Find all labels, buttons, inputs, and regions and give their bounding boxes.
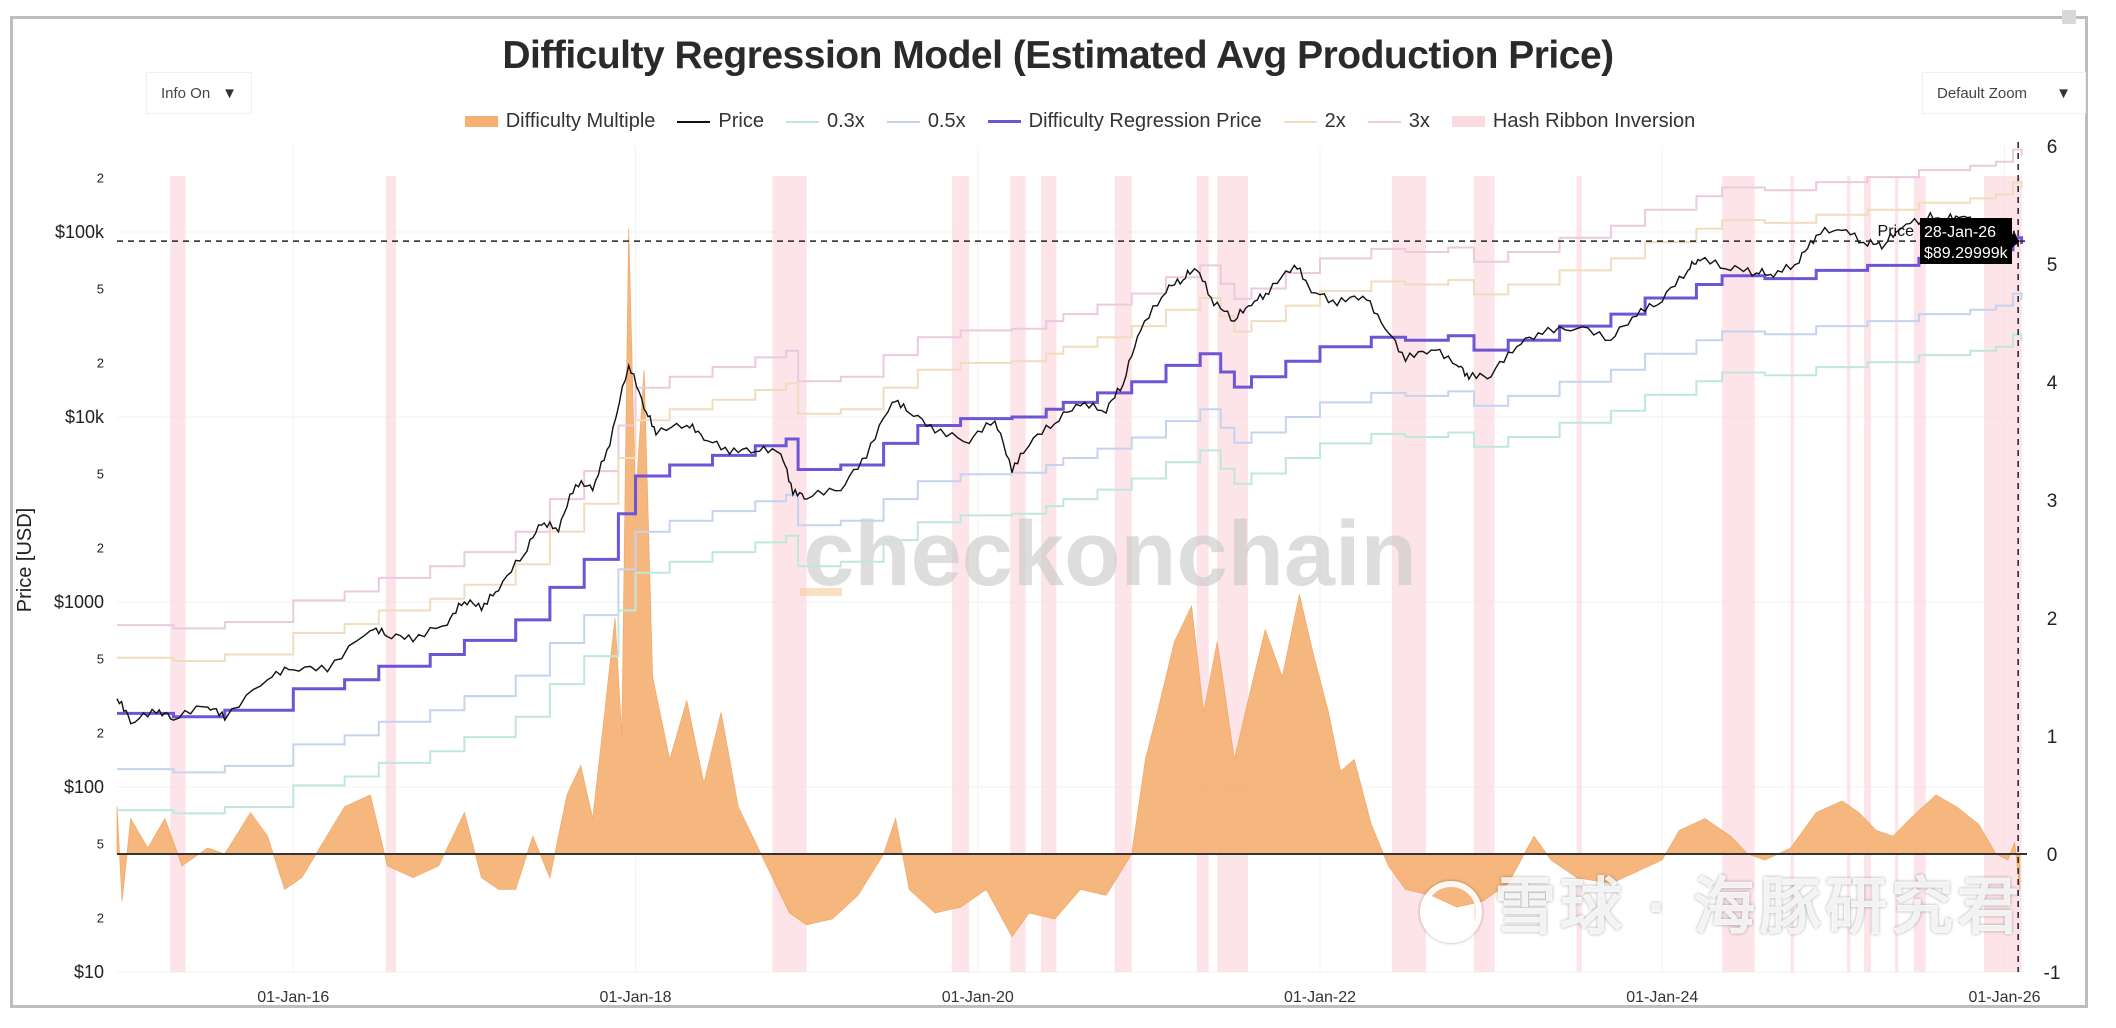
tooltip-date: 28-Jan-26: [1924, 224, 1996, 241]
snowball-logo-icon: [1420, 880, 1482, 943]
chevron-down-icon: ▼: [2056, 84, 2071, 102]
zoom-dropdown-label: Default Zoom: [1937, 84, 2028, 102]
chevron-down-icon: ▼: [222, 84, 237, 102]
y-tick-label: 5: [97, 467, 104, 482]
y-tick-label: 2: [97, 910, 104, 925]
overlay-watermark: 雪球 · 海豚研究君: [1420, 872, 2023, 944]
legend-swatch: [464, 116, 498, 127]
y-tick-label: $10k: [65, 407, 105, 427]
legend-label: Difficulty Regression Price: [1028, 110, 1262, 132]
hash-ribbon-band: [1983, 176, 2022, 972]
legend-label: 0.3x: [827, 110, 865, 132]
corner-button[interactable]: [2062, 10, 2076, 24]
y-tick-label: 5: [97, 282, 104, 297]
band-2x-line: [117, 181, 2023, 662]
y2-tick-label: 4: [2047, 373, 2058, 394]
y-tick-label: 2: [97, 355, 104, 370]
y-tick-label: 2: [97, 725, 104, 740]
legend-swatch: [1451, 116, 1485, 127]
y2-tick-label: 3: [2047, 491, 2058, 512]
legend-label: 2x: [1324, 110, 1346, 132]
hash-ribbon-band: [1576, 176, 1582, 972]
tooltip-value: $89.29999k: [1924, 245, 2009, 262]
y-axis-label: Price [USD]: [14, 508, 36, 612]
y-tick-label: 2: [97, 540, 104, 555]
hash-ribbon-band: [1041, 176, 1057, 972]
legend-swatch: [886, 120, 920, 123]
price-line: [116, 211, 2019, 725]
zoom-dropdown[interactable]: Default Zoom ▼: [1922, 72, 2086, 114]
tooltip-box: [1920, 218, 2012, 264]
tooltip-pointer: [2012, 234, 2020, 248]
watermark: checkonchain: [803, 503, 1417, 605]
difficulty-multiple-area: [116, 228, 2021, 938]
hash-ribbon-band: [1391, 176, 1427, 972]
band-0.5x-line: [117, 292, 2023, 774]
hash-ribbon-band: [1894, 176, 1899, 972]
y-tick-label: $100: [64, 777, 104, 797]
legend-item[interactable]: Hash Ribbon Inversion: [1451, 110, 1696, 133]
y2-tick-label: 1: [2047, 727, 2058, 748]
legend-swatch: [1283, 120, 1317, 123]
x-tick-label: 01-Jan-26: [1968, 989, 2040, 1006]
hash-ribbon-band: [1790, 176, 1794, 972]
y-tick-label: 5: [97, 837, 104, 852]
legend-swatch: [987, 120, 1021, 123]
legend-item[interactable]: 2x: [1283, 110, 1346, 133]
tooltip-series: Price: [1878, 223, 1915, 240]
y-tick-label: $1000: [54, 592, 104, 612]
legend-item[interactable]: 0.5x: [886, 110, 966, 133]
y2-tick-label: 6: [2047, 137, 2058, 158]
legend-item[interactable]: Price: [677, 110, 764, 133]
info-dropdown-label: Info On: [161, 84, 211, 102]
x-tick-label: 01-Jan-18: [599, 989, 671, 1006]
chart-title: Difficulty Regression Model (Estimated A…: [502, 34, 1614, 77]
legend-label: Price: [718, 110, 764, 132]
regression-price-line: [117, 236, 2024, 719]
legend-item[interactable]: 0.3x: [786, 110, 865, 133]
y-tick-label: 2: [97, 170, 104, 185]
x-tick-label: 01-Jan-24: [1626, 989, 1698, 1006]
legend-label: 3x: [1408, 110, 1430, 132]
y2-tick-label: 0: [2047, 845, 2058, 866]
legend-item[interactable]: 3x: [1367, 110, 1430, 133]
hash-ribbon-band: [385, 176, 396, 972]
legend-swatch: [677, 120, 711, 123]
hash-ribbon-band: [1114, 176, 1132, 972]
legend-item[interactable]: Difficulty Regression Price: [987, 110, 1262, 133]
x-tick-label: 01-Jan-22: [1284, 989, 1356, 1006]
band-0.3x-line: [117, 333, 2023, 815]
hash-ribbon-band: [1010, 176, 1026, 972]
chart-frame: [10, 16, 2088, 1008]
hash-ribbon-band: [1196, 176, 1209, 972]
hash-ribbon-band: [1913, 176, 1926, 972]
hash-ribbon-band: [1864, 176, 1871, 972]
legend-label: Difficulty Multiple: [505, 110, 656, 132]
y-tick-label: 5: [97, 652, 104, 667]
hash-ribbon-band: [1847, 176, 1851, 972]
legend-label: Hash Ribbon Inversion: [1492, 110, 1696, 132]
y-tick-label: $100k: [55, 222, 105, 242]
x-tick-label: 01-Jan-16: [257, 989, 329, 1006]
y2-tick-label: 2: [2047, 609, 2058, 630]
legend: Difficulty Multiple Price 0.3x 0.5x Difficul…: [0, 110, 2116, 133]
legend-swatch: [786, 120, 819, 123]
overlay-watermark-text: 雪球 · 海豚研究君: [1494, 873, 2024, 942]
x-tick-label: 01-Jan-20: [942, 989, 1014, 1006]
y2-tick-label: -1: [2044, 963, 2061, 984]
hash-ribbon-band: [952, 176, 970, 972]
info-dropdown[interactable]: Info On ▼: [146, 72, 252, 114]
legend-swatch: [1367, 120, 1401, 123]
tooltip: Price 28-Jan-26 $89.29999k: [1878, 218, 2020, 264]
y2-tick-label: 5: [2047, 255, 2058, 276]
hash-ribbon-band: [772, 176, 807, 972]
legend-label: 0.5x: [927, 110, 966, 132]
y-tick-label: $10: [74, 962, 104, 982]
watermark-underscore: [800, 588, 842, 596]
legend-item[interactable]: Difficulty Multiple: [464, 110, 656, 133]
